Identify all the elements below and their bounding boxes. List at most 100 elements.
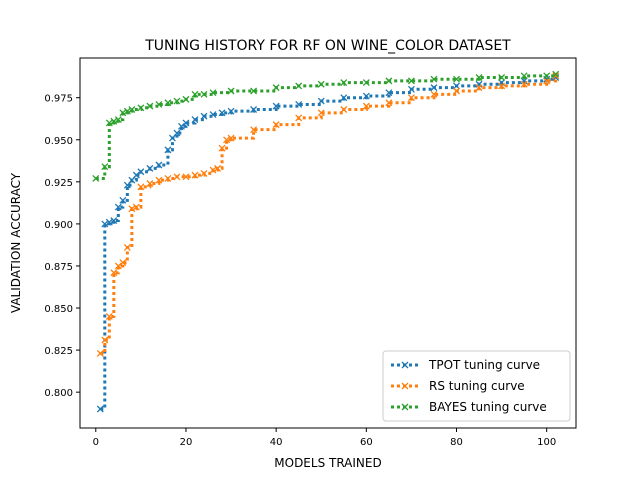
- data-point-bayes: [164, 99, 172, 107]
- data-point-bayes: [146, 102, 154, 110]
- data-point-bayes: [453, 75, 460, 83]
- data-point-bayes: [119, 109, 127, 117]
- data-point-rs: [137, 183, 145, 191]
- data-point-rs: [340, 106, 348, 113]
- data-point-tpot: [407, 85, 415, 93]
- data-point-tpot: [110, 217, 118, 224]
- y-tick-label: 0.850: [44, 304, 73, 315]
- data-point-tpot: [191, 116, 199, 124]
- data-point-tpot: [209, 111, 217, 118]
- data-point-rs: [123, 243, 131, 251]
- data-point-bayes: [123, 107, 131, 115]
- data-point-rs: [101, 336, 109, 344]
- legend-entry-tpot: TPOT tuning curve: [391, 358, 540, 372]
- legend-box: [382, 350, 571, 422]
- data-point-tpot: [317, 97, 325, 105]
- data-point-bayes: [250, 87, 258, 95]
- data-point-bayes: [430, 75, 438, 83]
- data-point-rs: [223, 136, 231, 144]
- data-point-bayes: [114, 116, 122, 124]
- data-point-rs: [218, 144, 226, 152]
- series-line-rs: [100, 75, 558, 355]
- data-point-tpot: [340, 94, 348, 102]
- y-axis: 0.800 0.825 0.850 0.875 0.900 0.925 0.950 0.975: [44, 94, 80, 399]
- y-tick-label: 0.900: [44, 220, 73, 231]
- data-point-bayes: [340, 79, 348, 87]
- series-rs: [96, 72, 560, 357]
- data-point-rs: [453, 87, 460, 95]
- data-point-rs: [250, 126, 258, 134]
- data-point-rs: [227, 134, 235, 142]
- data-point-tpot: [146, 164, 154, 172]
- data-point-bayes: [110, 117, 118, 125]
- data-point-tpot: [105, 218, 113, 226]
- x-tick-label: 20: [180, 437, 193, 448]
- data-point-rs: [475, 84, 483, 92]
- x-tick-label: 40: [270, 437, 283, 448]
- data-point-rs: [295, 114, 303, 122]
- data-point-bayes: [520, 72, 528, 80]
- data-point-rs: [146, 180, 154, 187]
- data-point-rs: [362, 102, 370, 110]
- data-point-bayes: [182, 95, 190, 103]
- legend-marker: [401, 382, 409, 390]
- data-point-tpot: [164, 146, 172, 154]
- y-tick-label: 0.800: [44, 388, 73, 399]
- data-point-tpot: [218, 109, 226, 117]
- plot-frame: [79, 57, 577, 429]
- data-point-tpot: [227, 107, 235, 115]
- data-point-tpot: [250, 106, 258, 113]
- data-point-tpot: [182, 119, 190, 127]
- data-point-rs: [214, 164, 221, 172]
- data-point-rs: [105, 312, 113, 320]
- data-point-rs: [407, 94, 415, 102]
- x-axis: 0 20 40 60 80 100: [93, 428, 556, 448]
- legend-entry-rs: RS tuning curve: [391, 379, 525, 393]
- data-point-rs: [191, 171, 199, 179]
- data-point-bayes: [105, 119, 113, 127]
- data-point-rs: [110, 269, 118, 277]
- data-point-bayes: [137, 104, 145, 112]
- data-point-bayes: [173, 97, 181, 105]
- data-point-rs: [128, 205, 136, 213]
- data-point-bayes: [317, 80, 325, 88]
- data-point-bayes: [272, 84, 280, 92]
- data-point-bayes: [385, 77, 393, 85]
- y-tick-label: 0.875: [44, 262, 73, 273]
- legend: TPOT tuning curve RS tuning curve BAYES tu…: [382, 350, 571, 422]
- data-point-tpot: [96, 405, 104, 413]
- y-tick-label: 0.825: [44, 346, 73, 357]
- data-point-rs: [498, 82, 506, 90]
- data-point-rs: [385, 99, 393, 107]
- data-point-tpot: [177, 122, 185, 130]
- data-point-rs: [132, 203, 140, 211]
- y-tick-label: 0.975: [44, 94, 73, 105]
- data-point-rs: [430, 90, 438, 98]
- legend-entry-bayes: BAYES tuning curve: [391, 400, 547, 414]
- data-point-bayes: [552, 70, 560, 78]
- data-point-bayes: [475, 74, 483, 81]
- data-point-tpot: [137, 168, 145, 176]
- data-point-rs: [552, 72, 560, 80]
- data-point-rs: [173, 173, 181, 181]
- data-point-rs: [164, 175, 172, 182]
- data-point-tpot: [453, 82, 460, 90]
- y-tick-label: 0.925: [44, 178, 73, 189]
- legend-label: RS tuning curve: [429, 379, 525, 393]
- legend-label: BAYES tuning curve: [429, 400, 547, 414]
- data-point-tpot: [132, 171, 140, 179]
- data-point-rs: [209, 166, 217, 174]
- data-point-rs: [200, 169, 208, 177]
- data-point-bayes: [92, 175, 100, 182]
- x-axis-label: MODELS TRAINED: [274, 456, 381, 470]
- chart-title: TUNING HISTORY FOR RF ON WINE_COLOR DATA…: [144, 38, 511, 54]
- data-point-tpot: [119, 196, 127, 204]
- data-point-bayes: [200, 90, 208, 98]
- x-tick-label: 0: [93, 437, 99, 448]
- data-point-tpot: [362, 92, 370, 100]
- data-point-tpot: [155, 161, 163, 169]
- data-point-tpot: [272, 102, 280, 110]
- series-line-bayes: [95, 74, 558, 180]
- data-point-rs: [182, 173, 190, 181]
